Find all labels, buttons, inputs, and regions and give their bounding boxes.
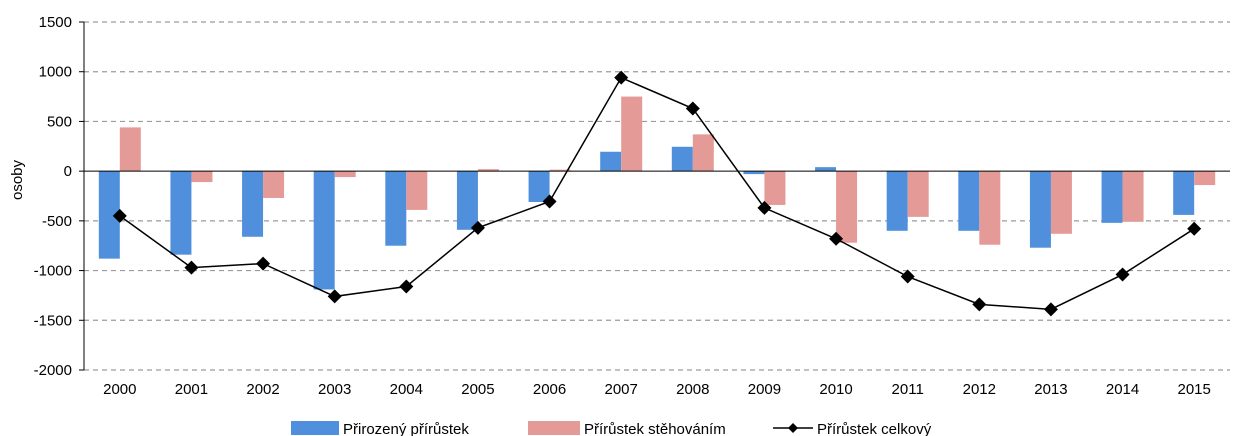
total-growth-point [399,279,414,294]
bar-natural-growth [242,171,264,237]
total-growth-point [542,194,557,209]
x-tick-label: 2007 [605,381,638,398]
legend-swatch-total-growth-marker [788,423,798,433]
total-growth-point [972,297,987,312]
y-tick-label: -1500 [34,312,72,329]
bar-natural-growth [170,171,192,255]
x-tick-label: 2003 [318,381,351,398]
x-tick-label: 2013 [1034,381,1067,398]
bar-natural-growth [743,171,765,175]
total-growth-point [900,269,915,284]
legend: Přirozený přírůstek Přírůstek stěhováním P… [291,421,932,436]
x-tick-label: 2000 [103,381,136,398]
legend-label: Přírůstek celkový [817,421,932,436]
bar-migration-growth [1122,171,1144,222]
bar-natural-growth [886,171,908,231]
x-tick-label: 2001 [175,381,208,398]
total-growth-point [327,289,342,304]
x-tick-label: 2008 [676,381,709,398]
total-growth-point [1043,302,1058,317]
bar-migration-growth [191,171,213,183]
bars [98,96,1216,290]
x-tick-label: 2012 [963,381,996,398]
bar-natural-growth [1173,171,1195,215]
x-tick-label: 2014 [1106,381,1139,398]
total-growth-line-group [112,70,1202,317]
total-growth-point [112,208,127,223]
total-growth-point [757,200,772,215]
x-tick-label: 2004 [390,381,423,398]
legend-swatch-natural-growth [291,421,339,435]
x-tick-labels: 2000 2001 2002 2003 2004 2005 2006 2007 2008 2009… [103,381,1211,398]
x-tick-label: 2005 [461,381,494,398]
total-growth-point [256,256,271,271]
y-tick-label: 1000 [39,64,72,81]
bar-natural-growth [1029,171,1051,248]
y-tick-labels: 1500 1000 500 0 -500 -1000 -1500 -2000 [34,14,84,379]
total-growth-point [1187,221,1202,236]
bar-migration-growth [406,171,428,210]
axes [83,22,1230,370]
x-tick-label: 2009 [748,381,781,398]
y-tick-label: 0 [64,163,72,180]
bar-natural-growth [600,151,622,172]
bar-natural-growth [456,171,478,230]
bar-migration-growth [549,169,571,172]
y-tick-label: 1500 [39,14,72,31]
bar-natural-growth [98,171,120,259]
y-tick-label: 500 [47,113,72,130]
total-growth-point [685,101,700,116]
y-tick-label: -1000 [34,263,72,280]
bar-natural-growth [815,167,837,172]
x-tick-label: 2011 [892,381,924,398]
bar-migration-growth [836,171,858,243]
y-tick-label: -500 [42,213,72,230]
bar-migration-growth [334,171,356,178]
legend-swatch-migration-growth [528,421,580,435]
bar-natural-growth [1101,171,1123,223]
bar-natural-growth [385,171,407,246]
total-growth-point [184,260,199,275]
bar-natural-growth [528,171,550,202]
bar-natural-growth [958,171,980,231]
legend-label: Přírůstek stěhováním [584,421,726,436]
legend-label: Přirozený přírůstek [343,421,469,436]
total-growth-line [119,76,1195,311]
y-axis-title: osoby [9,159,26,200]
bar-migration-growth [764,171,786,205]
bar-natural-growth [671,146,693,172]
total-growth-point [1115,267,1130,282]
bar-migration-growth [119,127,141,172]
bar-migration-growth [1194,171,1216,186]
x-tick-label: 2002 [246,381,279,398]
bar-natural-growth [313,171,335,290]
total-growth-point [470,220,485,235]
bar-migration-growth [692,134,714,172]
bar-migration-growth [1050,171,1072,234]
total-growth-point [614,70,629,85]
total-growth-point [829,231,844,246]
bar-migration-growth [907,171,929,217]
bar-migration-growth [979,171,1001,245]
x-tick-label: 2015 [1178,381,1211,398]
bar-migration-growth [621,96,643,172]
bar-migration-growth [263,171,285,198]
x-tick-label: 2006 [533,381,566,398]
x-tick-label: 2010 [819,381,852,398]
bar-migration-growth [477,169,499,172]
y-tick-label: -2000 [34,362,72,379]
